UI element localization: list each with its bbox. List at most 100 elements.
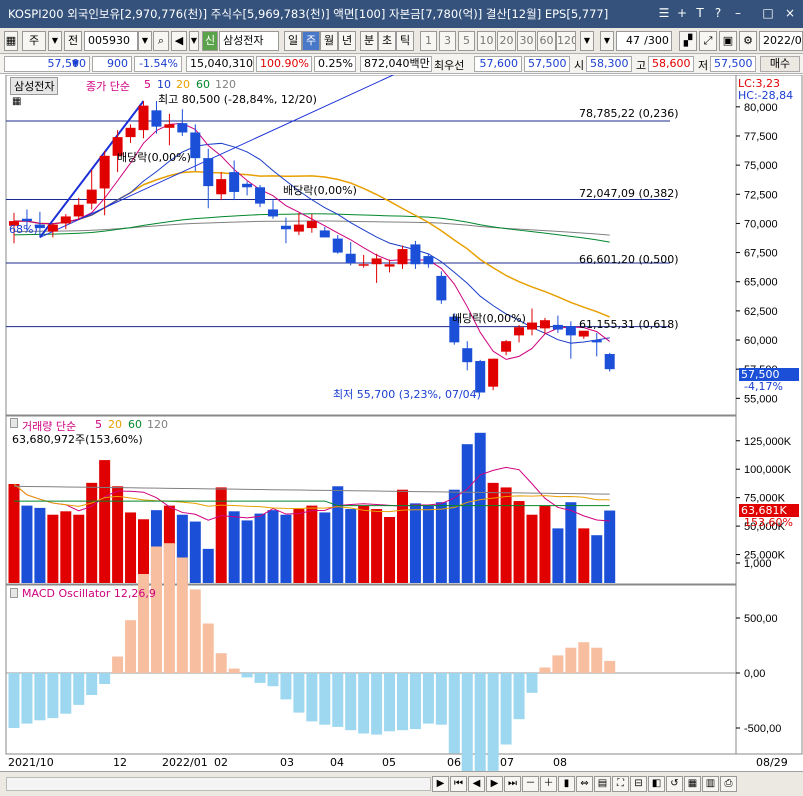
stock-code-input[interactable]: 005930 — [84, 31, 138, 51]
interval-30[interactable]: 30 — [517, 31, 536, 51]
scroll-next-icon[interactable]: ▶ — [486, 776, 503, 792]
volume-bar — [241, 520, 253, 583]
candle-body — [449, 316, 460, 343]
period-select[interactable]: 주 — [22, 31, 46, 51]
minimize-icon[interactable]: – — [735, 6, 741, 20]
candle-icon[interactable]: ▥ — [702, 776, 719, 792]
interval-20[interactable]: 20 — [497, 31, 516, 51]
line-tool-icon[interactable]: ⤢ — [699, 31, 717, 51]
volume-panel-handle[interactable] — [10, 418, 18, 428]
zoom-in-icon[interactable]: ＋ — [540, 776, 557, 792]
volume-bar — [47, 514, 59, 583]
vol-ma-5: 5 — [95, 418, 102, 431]
scroll-left-icon[interactable]: ◀ — [468, 776, 485, 792]
macd-panel-handle[interactable] — [10, 588, 18, 598]
macd-bar — [47, 673, 59, 719]
close-icon[interactable]: × — [784, 6, 796, 20]
pan-icon[interactable]: ⇔ — [576, 776, 593, 792]
interval-5[interactable]: 5 — [458, 31, 475, 51]
fullscreen-icon[interactable]: ⛶ — [612, 776, 629, 792]
volume-bar — [461, 444, 473, 583]
count-input[interactable]: 47 — [616, 31, 642, 51]
layout-icon[interactable]: ◧ — [648, 776, 665, 792]
macd-bar — [474, 673, 486, 771]
macd-bar — [371, 673, 383, 735]
price-axis-label: 80,000 — [744, 102, 778, 114]
zoom-out-icon[interactable]: － — [522, 776, 539, 792]
menu-icon[interactable]: ☰ — [658, 6, 670, 20]
volume-bar — [448, 489, 460, 583]
volume-bar — [474, 432, 486, 583]
macd-bar — [513, 673, 525, 720]
tools-icon[interactable]: ▞ — [679, 31, 697, 51]
scroll-start-icon[interactable]: ⏮ — [450, 776, 467, 792]
grid-icon[interactable]: ▦ — [4, 31, 18, 51]
interval-10[interactable]: 10 — [477, 31, 496, 51]
count-dropdown-icon[interactable]: ▼ — [600, 31, 614, 51]
current-price: 57,500 — [4, 56, 90, 72]
volume-bar — [254, 513, 266, 583]
price-axis-label: 72,500 — [744, 189, 778, 201]
grid-toggle-icon[interactable]: ▦ — [684, 776, 701, 792]
date-input[interactable]: 2022/08 — [759, 31, 803, 51]
save-icon[interactable]: ▣ — [719, 31, 737, 51]
table-icon[interactable]: ▦ — [12, 96, 22, 107]
maximize-icon[interactable]: □ — [762, 6, 774, 20]
help-icon[interactable]: ? — [714, 6, 722, 20]
chart-area[interactable]: 80,000 77,500 75,000 72,500 70,000 67,500 65,0… — [0, 75, 803, 771]
macd-bar — [34, 673, 46, 721]
buy-button[interactable]: 매수 — [760, 56, 800, 72]
macd-bar — [604, 660, 616, 673]
reset-icon[interactable]: ↺ — [666, 776, 683, 792]
scroll-end-icon[interactable]: ⏭ — [504, 776, 521, 792]
prev-button[interactable]: 전 — [64, 31, 82, 51]
candle-body — [138, 105, 149, 131]
chart-type-icon[interactable]: ▤ — [594, 776, 611, 792]
tab-tick[interactable]: 틱 — [396, 31, 414, 51]
speaker-dropdown-icon[interactable]: ▼ — [189, 31, 199, 51]
split-icon[interactable]: ⊟ — [630, 776, 647, 792]
interval-1[interactable]: 1 — [420, 31, 437, 51]
settings-icon[interactable]: ⚙ — [739, 31, 757, 51]
code-dropdown-icon[interactable]: ▼ — [138, 31, 152, 51]
tab-second[interactable]: 초 — [378, 31, 396, 51]
macd-bar — [163, 543, 175, 673]
candle-body — [306, 221, 317, 229]
speaker-icon[interactable]: ◀ — [171, 31, 187, 51]
chevron-down-icon[interactable]: ▼ — [48, 31, 62, 51]
price-panel — [5, 75, 737, 416]
candle-body — [423, 256, 434, 265]
interval-dropdown-icon[interactable]: ▼ — [580, 31, 594, 51]
volume-bar — [176, 514, 188, 583]
low-annotation: 최저 55,700 (3,23%, 07/04) — [333, 388, 481, 401]
scroll-track[interactable] — [6, 777, 431, 791]
volume-bar — [8, 484, 20, 583]
candle-body — [371, 258, 382, 265]
volume-bar — [565, 502, 577, 583]
add-icon[interactable]: + — [676, 6, 688, 20]
volume-bar — [358, 505, 370, 583]
ma-10: 10 — [157, 78, 171, 91]
stock-name-field[interactable]: 삼성전자 — [219, 31, 279, 51]
tab-week[interactable]: 주 — [302, 31, 320, 51]
scroll-right-icon[interactable]: ▶ — [432, 776, 449, 792]
tab-month[interactable]: 월 — [320, 31, 338, 51]
print-icon[interactable]: ⎙ — [720, 776, 737, 792]
candle-body — [151, 110, 162, 127]
font-icon[interactable]: T — [696, 6, 704, 20]
y-axis-panel — [735, 75, 803, 755]
price-panel-title[interactable]: 삼성전자 — [10, 77, 59, 95]
tab-minute[interactable]: 분 — [360, 31, 378, 51]
interval-3[interactable]: 3 — [439, 31, 456, 51]
search-icon[interactable]: ⌕ — [153, 31, 169, 51]
volume-value: 15,040,310 — [186, 56, 254, 72]
tab-year[interactable]: 년 — [338, 31, 356, 51]
ma60-line — [13, 213, 610, 243]
volume-axis-label: 100,000K — [744, 464, 792, 476]
trend-line-long — [39, 75, 395, 238]
interval-120[interactable]: 120 — [556, 31, 576, 51]
tab-day[interactable]: 일 — [284, 31, 302, 51]
interval-60[interactable]: 60 — [537, 31, 556, 51]
volume-bar — [604, 510, 616, 583]
bar-icon[interactable]: ▮ — [558, 776, 575, 792]
